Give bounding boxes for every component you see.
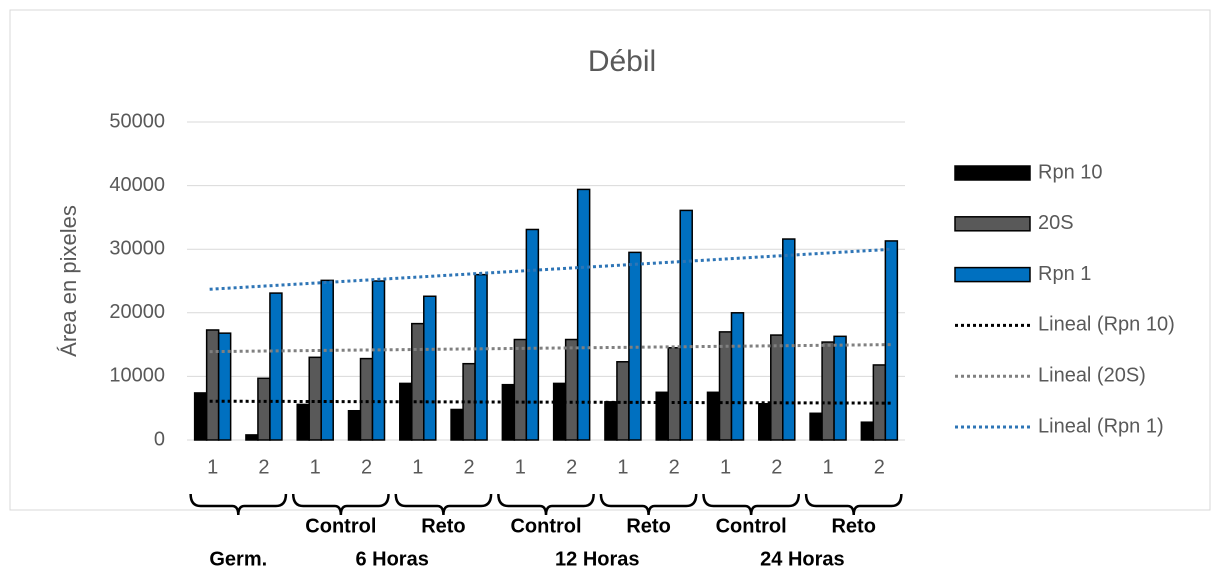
bar [245,434,259,441]
x-tick-label: 2 [566,456,577,478]
x-group-label: 6 Horas [355,548,428,570]
bar [296,403,310,441]
bar [718,331,733,441]
bar [320,279,334,441]
bracket [189,493,288,516]
x-subgroup-label: Control [305,515,376,537]
x-tick-label: 2 [771,456,782,478]
bar [655,391,669,441]
bar [770,334,784,441]
bar [628,251,642,441]
x-tick-label: 1 [207,456,218,478]
bar [371,280,386,441]
bracket [497,493,595,516]
bar [667,347,681,441]
x-tick-label: 1 [617,456,628,478]
y-tick-label: 20000 [109,301,165,323]
bar [758,402,772,441]
legend-swatch [954,216,1031,232]
bracket [291,493,390,516]
x-tick-label: 1 [823,456,834,478]
y-tick-label: 0 [154,428,165,450]
bar [782,238,796,441]
bar [564,338,579,441]
x-tick-label: 2 [258,456,269,478]
x-subgroup-label: Control [510,515,581,537]
x-tick-label: 1 [412,456,423,478]
bar [269,292,283,441]
y-tick-label: 40000 [109,174,165,196]
bar [474,273,488,441]
legend-label: Lineal (20S) [1038,364,1146,386]
x-tick-label: 2 [361,456,372,478]
legend-label: Rpn 1 [1038,263,1091,285]
bar [884,240,899,441]
x-tick-label: 2 [464,456,475,478]
bar [576,188,591,441]
bracket [702,493,801,516]
x-subgroup-label: Control [716,515,787,537]
legend-label: 20S [1038,212,1074,234]
y-tick-label: 30000 [109,237,165,259]
legend-swatch [954,165,1031,181]
bar [860,421,875,441]
bar [205,329,220,441]
bracket [599,493,698,516]
bar [552,382,567,441]
bracket [804,493,903,516]
bracket [394,493,493,516]
legend-swatch [954,266,1031,283]
bar [833,335,847,441]
bar [821,341,835,441]
legend-label: Lineal (Rpn 10) [1038,314,1175,336]
x-tick-label: 2 [669,456,680,478]
y-axis-label: Área en pixeles [56,205,81,357]
x-tick-label: 1 [515,456,526,478]
x-tick-label: 2 [874,456,885,478]
y-tick-label: 50000 [109,110,165,132]
bar [411,322,425,441]
bar [217,332,232,441]
legend-label: Rpn 10 [1038,161,1103,183]
bar [501,383,516,441]
bar [257,377,271,441]
bar [399,382,413,441]
bar [730,312,745,441]
bar [604,401,618,441]
bar [450,408,464,441]
x-subgroup-label: Reto [626,515,670,537]
x-subgroup-label: Reto [831,515,875,537]
x-subgroup-label: Reto [421,515,465,537]
bar [347,409,362,441]
y-tick-label: 10000 [109,365,165,387]
x-tick-label: 1 [310,456,321,478]
bar [513,338,528,441]
bar [525,228,540,441]
bar [679,209,693,441]
bar [706,391,721,441]
x-group-label: Germ. [209,548,267,570]
bar [308,356,322,441]
x-tick-label: 1 [720,456,731,478]
bar [809,412,823,441]
bar [423,295,437,441]
x-group-label: 24 Horas [760,548,845,570]
legend-label: Lineal (Rpn 1) [1038,415,1164,437]
bar [193,392,208,441]
x-group-label: 12 Horas [555,548,640,570]
bar [359,357,374,441]
chart-title: Débil [588,45,656,78]
